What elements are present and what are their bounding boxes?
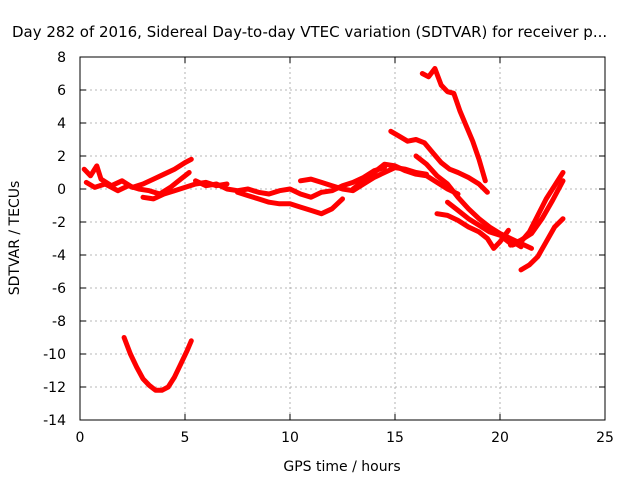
data-series-arc-4 [193,165,387,200]
data-series-arc-15 [508,178,566,248]
x-tick-label: 20 [491,430,509,446]
x-axis-label: GPS time / hours [283,459,400,475]
x-tick-label: 25 [596,430,614,446]
y-tick-label: 4 [57,116,66,132]
x-tick-label: 10 [281,430,299,446]
y-tick-label: -4 [52,248,66,264]
data-series-arc-5 [235,189,345,217]
data-series-arc-14 [518,216,566,273]
y-tick-label: 6 [57,83,66,99]
data-series-arc-12 [434,211,511,251]
y-tick-label: 2 [57,149,66,165]
y-tick-label: -6 [52,281,66,297]
y-axis-label: SDTVAR / TECUs [7,181,23,296]
y-tick-label: -8 [52,314,66,330]
x-tick-label: 15 [386,430,404,446]
y-tick-label: -10 [43,347,66,363]
x-tick-labels: 0 5 10 15 20 25 [76,430,614,446]
data-series-arc-2 [83,170,192,197]
y-tick-label: -2 [52,215,66,231]
x-tick-label: 5 [181,430,190,446]
y-tick-label: -12 [43,380,66,396]
axis-ticks [79,56,606,421]
data-series-arc-9 [419,66,488,184]
data-series-arc-10 [413,153,534,251]
y-tick-label: 0 [57,182,66,198]
y-tick-label: 8 [57,50,66,66]
data-series-arc-7 [350,161,461,197]
plot-series [81,66,566,393]
data-series-arc-8 [388,128,490,195]
chart-title: Day 282 of 2016, Sidereal Day-to-day VTE… [12,23,607,41]
data-series-arc-16 [121,335,194,393]
plot-frame [79,56,606,421]
y-tick-labels: -14 -12 -10 -8 -6 -4 -2 0 2 4 6 8 [43,50,66,429]
x-tick-label: 0 [76,430,85,446]
y-tick-label: -14 [43,413,66,429]
